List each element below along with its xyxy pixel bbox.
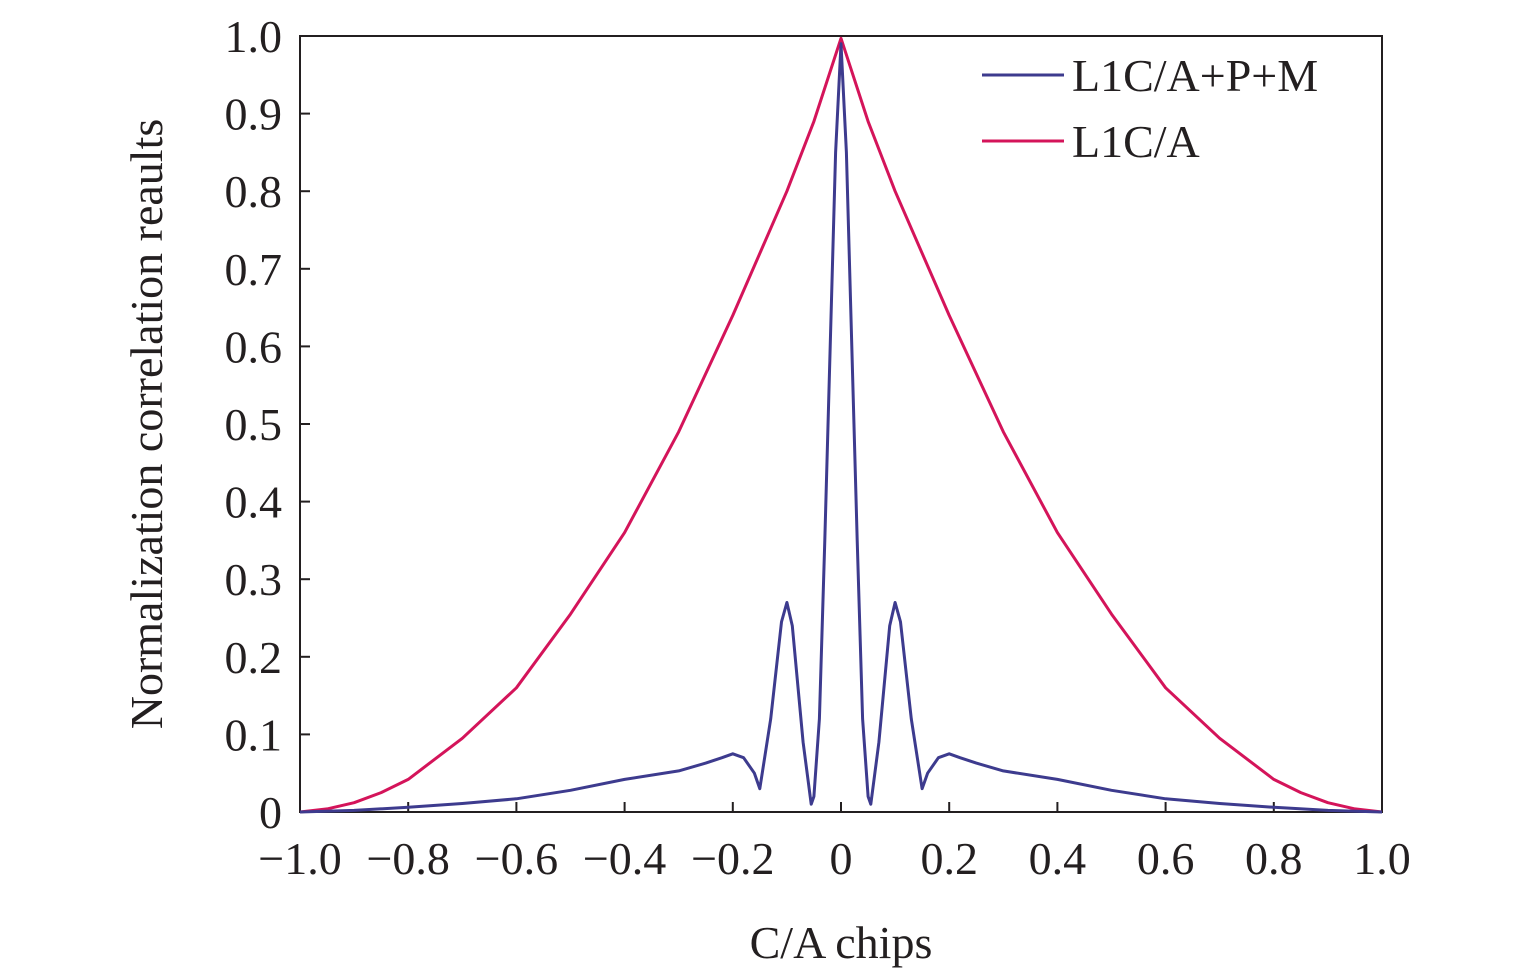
x-tick-label: −0.6 [475,833,558,884]
y-tick-label: 0.8 [225,166,283,217]
y-tick-label: 0 [259,787,282,838]
y-tick-label: 0.4 [225,477,283,528]
y-tick-label: 0.1 [225,709,283,760]
x-tick-label: 0 [830,833,853,884]
y-tick-label: 1.0 [225,11,283,62]
y-tick-label: 0.9 [225,89,283,140]
y-tick-label: 0.6 [225,321,283,372]
x-tick-label: 1.0 [1353,833,1411,884]
legend-label-l1ca-p-m: L1C/A+P+M [1072,50,1318,101]
x-tick-label: −0.2 [691,833,774,884]
y-tick-label: 0.5 [225,399,283,450]
x-tick-label: 0.2 [920,833,978,884]
y-axis-ticks: 0 0.1 0.2 0.3 0.4 0.5 0.6 0.7 0.8 0.9 1.0 [225,11,310,838]
x-axis-title: C/A chips [750,917,933,968]
x-tick-label: −0.4 [583,833,666,884]
x-tick-label: −1.0 [258,833,341,884]
y-tick-label: 0.2 [225,632,283,683]
x-axis-ticks: −1.0 −0.8 −0.6 −0.4 −0.2 0 0.2 0.4 0.6 0.8 1.0 [258,802,1411,884]
x-tick-label: 0.8 [1245,833,1303,884]
x-tick-label: 0.6 [1137,833,1195,884]
plot-area-frame [299,35,1383,813]
series-line-l1ca-p-m [299,42,1383,814]
y-tick-label: 0.3 [225,554,283,605]
legend: L1C/A+P+M L1C/A [982,50,1318,167]
x-tick-label: −0.8 [366,833,449,884]
series-line-l1ca [299,36,1383,814]
legend-label-l1ca: L1C/A [1072,116,1200,167]
y-axis-title: Normalization correlation reaults [121,119,172,730]
x-tick-label: 0.4 [1029,833,1087,884]
y-tick-label: 0.7 [225,244,283,295]
series-layer [299,36,1383,814]
